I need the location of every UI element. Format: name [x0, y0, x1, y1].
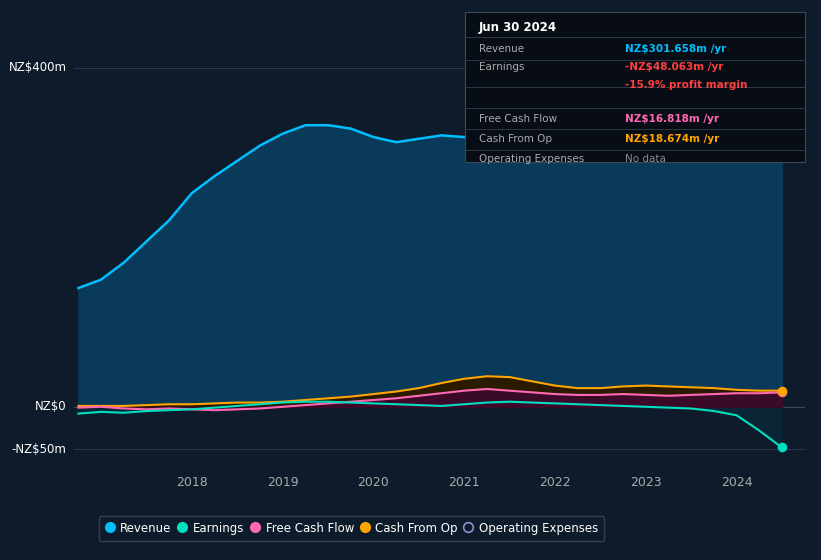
Text: Jun 30 2024: Jun 30 2024	[479, 21, 557, 34]
Point	[775, 146, 788, 155]
Text: Earnings: Earnings	[479, 62, 524, 72]
Legend: Revenue, Earnings, Free Cash Flow, Cash From Op, Operating Expenses: Revenue, Earnings, Free Cash Flow, Cash …	[99, 516, 604, 541]
Text: No data: No data	[625, 154, 666, 164]
Text: NZ$0: NZ$0	[35, 400, 67, 413]
Text: Cash From Op: Cash From Op	[479, 134, 552, 144]
Text: NZ$16.818m /yr: NZ$16.818m /yr	[625, 114, 719, 124]
Text: -NZ$48.063m /yr: -NZ$48.063m /yr	[625, 62, 723, 72]
Text: -15.9% profit margin: -15.9% profit margin	[625, 81, 747, 91]
Text: NZ$400m: NZ$400m	[8, 61, 67, 74]
Text: -NZ$50m: -NZ$50m	[11, 443, 67, 456]
Text: Operating Expenses: Operating Expenses	[479, 154, 584, 164]
Text: NZ$301.658m /yr: NZ$301.658m /yr	[625, 44, 726, 54]
Point	[775, 388, 788, 397]
Text: NZ$18.674m /yr: NZ$18.674m /yr	[625, 134, 719, 144]
Point	[775, 386, 788, 395]
Point	[775, 443, 788, 452]
Text: Free Cash Flow: Free Cash Flow	[479, 114, 557, 124]
Text: Revenue: Revenue	[479, 44, 524, 54]
